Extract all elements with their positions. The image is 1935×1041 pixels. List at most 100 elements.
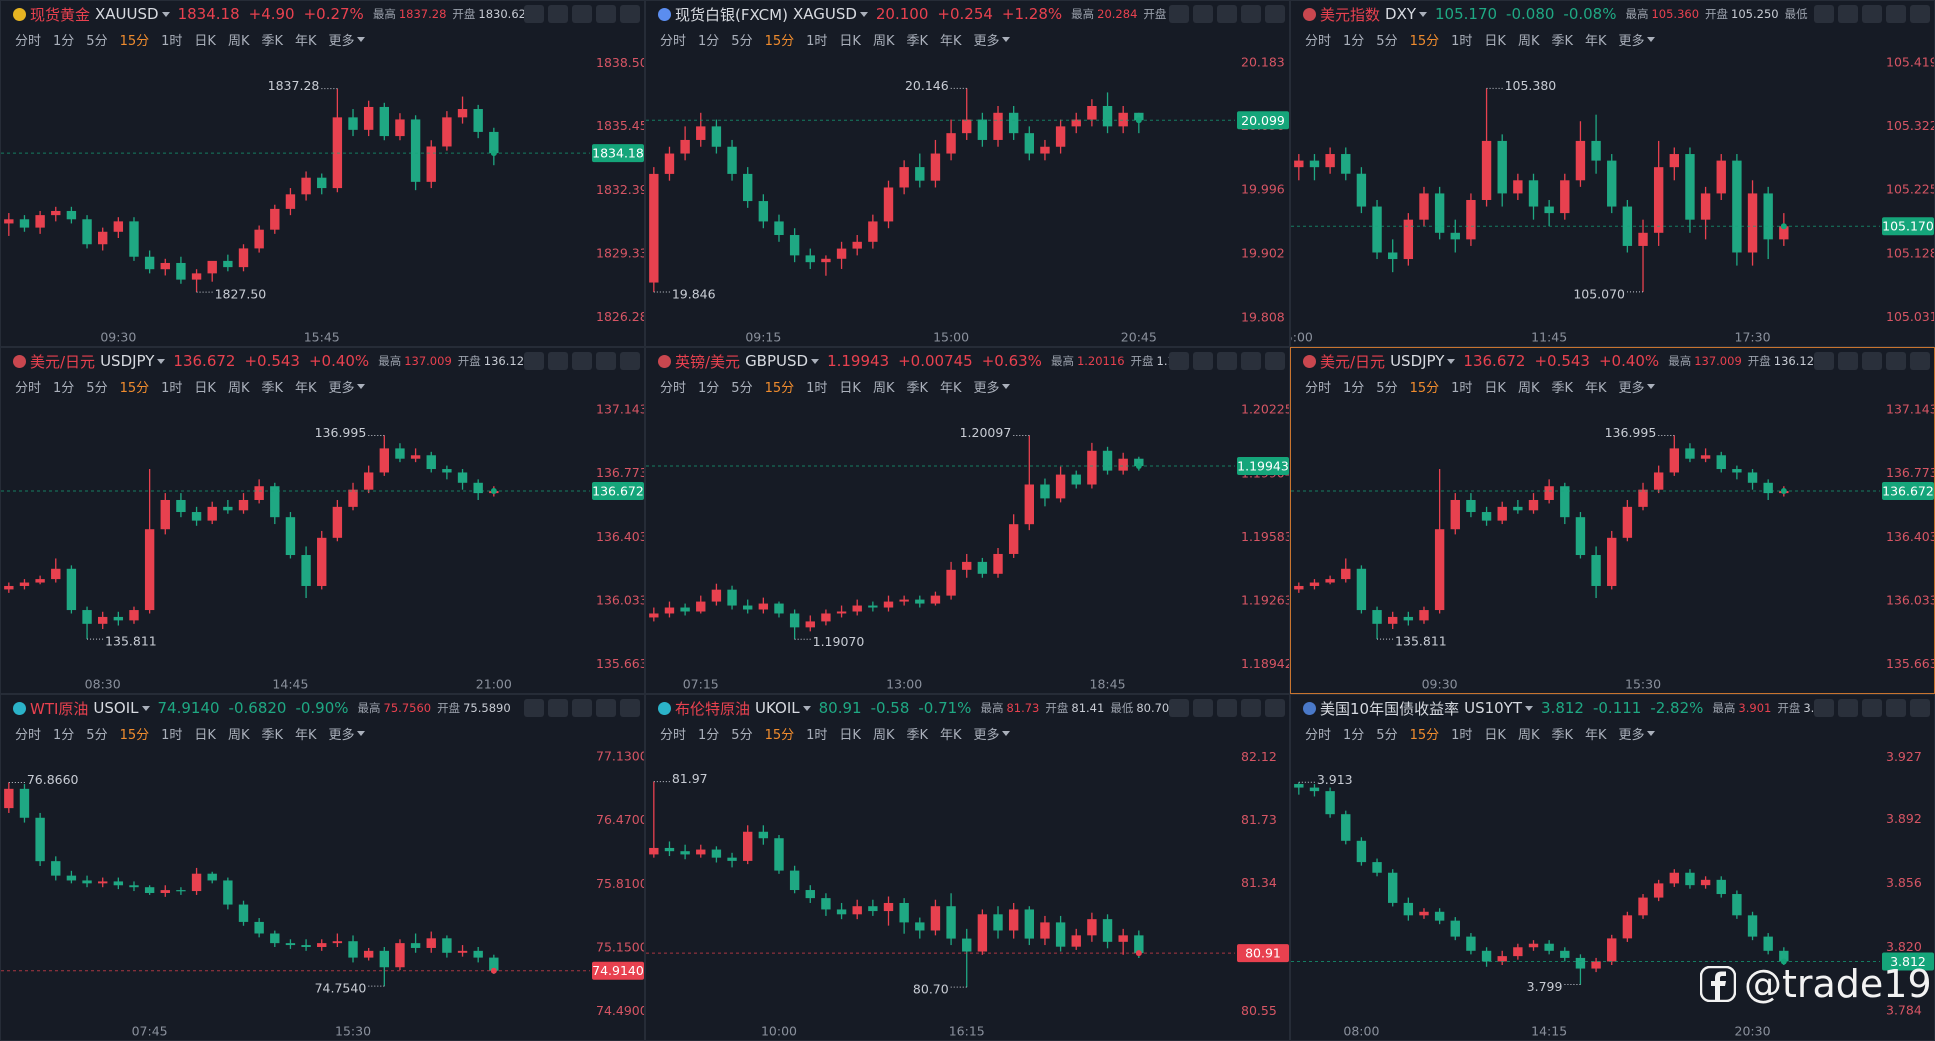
- toolbar-button[interactable]: [596, 699, 616, 717]
- toolbar-button[interactable]: [1169, 699, 1189, 717]
- toolbar-button[interactable]: [1193, 5, 1213, 23]
- timeframe-button[interactable]: 分时: [1305, 380, 1332, 396]
- timeframe-button[interactable]: 更多: [973, 33, 1000, 49]
- timeframe-button[interactable]: 1分: [1343, 380, 1365, 396]
- timeframe-button[interactable]: 周K: [872, 380, 895, 396]
- timeframe-button[interactable]: 15分: [119, 727, 150, 743]
- timeframe-button[interactable]: 15分: [1409, 33, 1440, 49]
- symbol-code[interactable]: UKOIL: [755, 699, 800, 717]
- toolbar-button[interactable]: [1886, 352, 1906, 370]
- timeframe-button[interactable]: 5分: [731, 727, 753, 743]
- timeframe-button[interactable]: 季K: [1551, 33, 1573, 49]
- timeframe-button[interactable]: 1时: [161, 380, 183, 396]
- timeframe-button[interactable]: 季K: [261, 33, 283, 49]
- timeframe-button[interactable]: 日K: [839, 727, 861, 743]
- timeframe-button[interactable]: 周K: [1517, 380, 1540, 396]
- toolbar-button[interactable]: [1241, 5, 1261, 23]
- timeframe-button[interactable]: 季K: [261, 380, 283, 396]
- timeframe-button[interactable]: 1分: [53, 33, 75, 49]
- toolbar-button[interactable]: [1217, 5, 1237, 23]
- timeframe-button[interactable]: 季K: [1551, 727, 1573, 743]
- toolbar-button[interactable]: [1265, 699, 1285, 717]
- toolbar-button[interactable]: [572, 5, 592, 23]
- timeframe-button[interactable]: 5分: [1376, 380, 1398, 396]
- timeframe-button[interactable]: 15分: [119, 380, 150, 396]
- toolbar-button[interactable]: [524, 5, 544, 23]
- toolbar-button[interactable]: [1814, 5, 1834, 23]
- toolbar-button[interactable]: [1838, 5, 1858, 23]
- timeframe-button[interactable]: 日K: [194, 33, 216, 49]
- toolbar-button[interactable]: [1862, 5, 1882, 23]
- timeframe-button[interactable]: 1时: [806, 33, 828, 49]
- timeframe-button[interactable]: 分时: [15, 727, 42, 743]
- timeframe-button[interactable]: 年K: [1585, 33, 1607, 49]
- timeframe-button[interactable]: 1时: [161, 727, 183, 743]
- toolbar-button[interactable]: [596, 5, 616, 23]
- symbol-code[interactable]: USDJPY: [1390, 352, 1445, 370]
- timeframe-button[interactable]: 15分: [764, 727, 795, 743]
- timeframe-button[interactable]: 1分: [53, 380, 75, 396]
- timeframe-button[interactable]: 5分: [86, 33, 108, 49]
- timeframe-button[interactable]: 更多: [973, 727, 1000, 743]
- timeframe-button[interactable]: 1时: [806, 380, 828, 396]
- timeframe-button[interactable]: 1分: [698, 727, 720, 743]
- toolbar-button[interactable]: [572, 699, 592, 717]
- timeframe-button[interactable]: 季K: [906, 380, 928, 396]
- timeframe-button[interactable]: 年K: [940, 380, 962, 396]
- timeframe-button[interactable]: 1时: [1451, 33, 1473, 49]
- toolbar-button[interactable]: [1169, 5, 1189, 23]
- toolbar-button[interactable]: [620, 699, 640, 717]
- toolbar-button[interactable]: [1193, 699, 1213, 717]
- timeframe-button[interactable]: 日K: [1484, 380, 1506, 396]
- toolbar-button[interactable]: [524, 352, 544, 370]
- toolbar-button[interactable]: [1241, 352, 1261, 370]
- timeframe-button[interactable]: 5分: [731, 33, 753, 49]
- timeframe-button[interactable]: 1分: [698, 380, 720, 396]
- timeframe-button[interactable]: 日K: [839, 33, 861, 49]
- timeframe-button[interactable]: 日K: [1484, 33, 1506, 49]
- timeframe-button[interactable]: 年K: [295, 727, 317, 743]
- timeframe-button[interactable]: 5分: [86, 727, 108, 743]
- timeframe-button[interactable]: 季K: [1551, 380, 1573, 396]
- timeframe-button[interactable]: 更多: [973, 380, 1000, 396]
- timeframe-button[interactable]: 15分: [1409, 380, 1440, 396]
- toolbar-button[interactable]: [1910, 5, 1930, 23]
- symbol-code[interactable]: USDJPY: [100, 352, 155, 370]
- timeframe-button[interactable]: 更多: [1618, 380, 1645, 396]
- timeframe-button[interactable]: 15分: [119, 33, 150, 49]
- timeframe-button[interactable]: 5分: [731, 380, 753, 396]
- toolbar-button[interactable]: [1838, 352, 1858, 370]
- timeframe-button[interactable]: 日K: [194, 380, 216, 396]
- timeframe-button[interactable]: 年K: [1585, 380, 1607, 396]
- timeframe-button[interactable]: 周K: [872, 33, 895, 49]
- timeframe-button[interactable]: 更多: [328, 33, 355, 49]
- timeframe-button[interactable]: 季K: [906, 33, 928, 49]
- toolbar-button[interactable]: [1910, 352, 1930, 370]
- toolbar-button[interactable]: [524, 699, 544, 717]
- timeframe-button[interactable]: 周K: [227, 33, 250, 49]
- toolbar-button[interactable]: [548, 699, 568, 717]
- toolbar-button[interactable]: [1910, 699, 1930, 717]
- timeframe-button[interactable]: 15分: [1409, 727, 1440, 743]
- timeframe-button[interactable]: 5分: [1376, 727, 1398, 743]
- timeframe-button[interactable]: 15分: [764, 33, 795, 49]
- timeframe-button[interactable]: 更多: [1618, 33, 1645, 49]
- timeframe-button[interactable]: 分时: [1305, 33, 1332, 49]
- toolbar-button[interactable]: [1217, 352, 1237, 370]
- toolbar-button[interactable]: [1265, 5, 1285, 23]
- timeframe-button[interactable]: 更多: [328, 727, 355, 743]
- timeframe-button[interactable]: 更多: [1618, 727, 1645, 743]
- toolbar-button[interactable]: [572, 352, 592, 370]
- toolbar-button[interactable]: [620, 352, 640, 370]
- timeframe-button[interactable]: 5分: [1376, 33, 1398, 49]
- timeframe-button[interactable]: 分时: [660, 727, 687, 743]
- symbol-code[interactable]: GBPUSD: [745, 352, 809, 370]
- toolbar-button[interactable]: [548, 352, 568, 370]
- timeframe-button[interactable]: 分时: [660, 380, 687, 396]
- timeframe-button[interactable]: 分时: [660, 33, 687, 49]
- timeframe-button[interactable]: 年K: [295, 33, 317, 49]
- symbol-code[interactable]: XAUUSD: [95, 5, 159, 23]
- timeframe-button[interactable]: 5分: [86, 380, 108, 396]
- timeframe-button[interactable]: 季K: [906, 727, 928, 743]
- timeframe-button[interactable]: 1分: [1343, 33, 1365, 49]
